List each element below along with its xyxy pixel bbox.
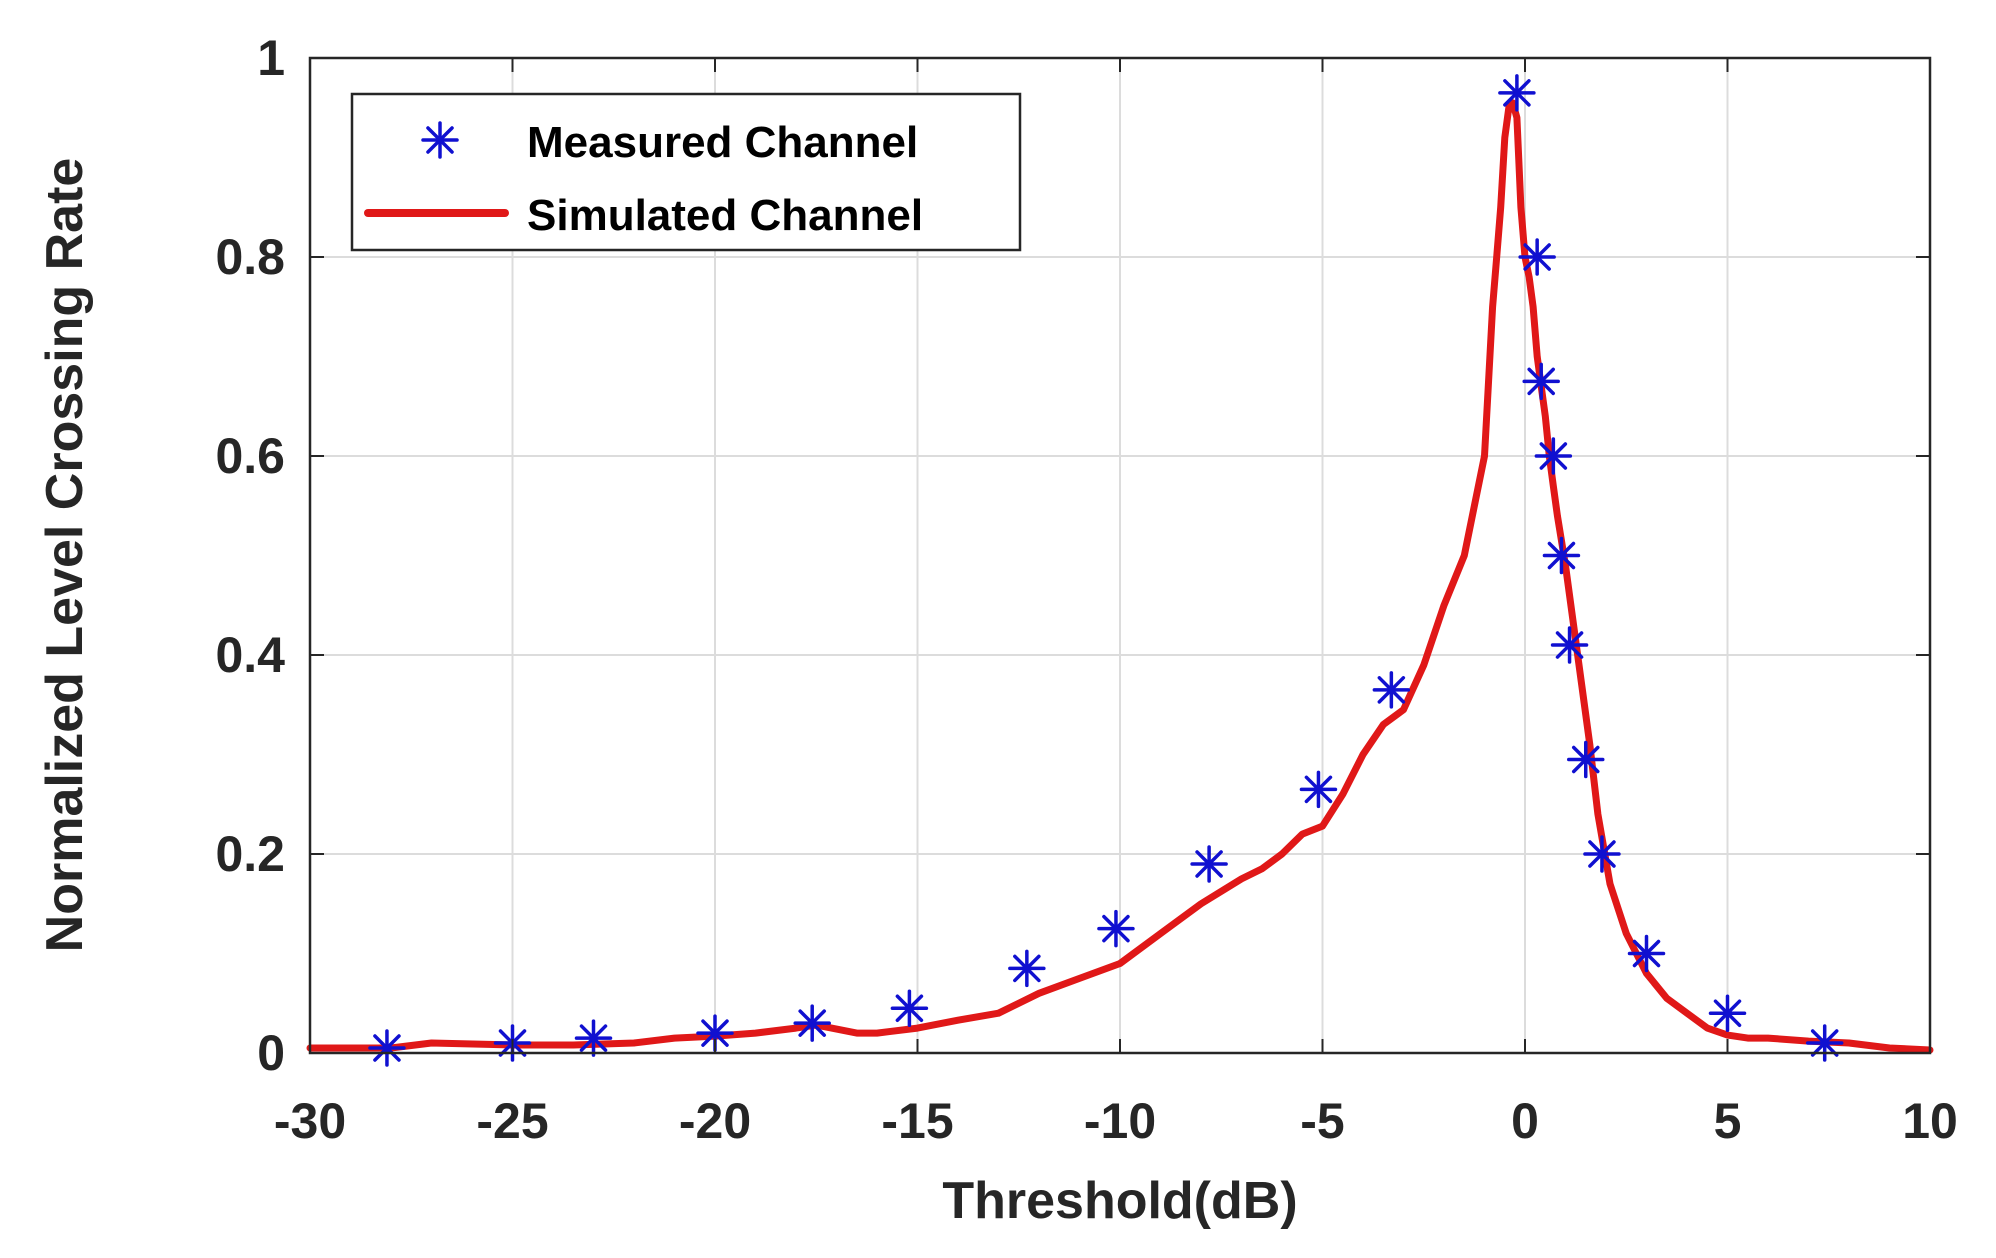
measured-channel-point xyxy=(1097,909,1135,948)
y-tick-label: 0 xyxy=(257,1025,285,1081)
plot-area xyxy=(306,74,1934,1067)
y-tick-label: 1 xyxy=(257,30,285,86)
y-tick-label: 0.4 xyxy=(215,627,285,683)
measured-channel-point xyxy=(1583,835,1621,873)
y-tick-label: 0.8 xyxy=(215,229,285,285)
measured-channel-point xyxy=(1805,1024,1844,1062)
x-tick-label: -5 xyxy=(1300,1093,1344,1149)
y-axis-label: Normalized Level Crossing Rate xyxy=(36,158,94,953)
ticks xyxy=(309,57,1931,1054)
measured-channel-point xyxy=(1567,740,1605,779)
measured-channel-point xyxy=(1372,671,1411,709)
legend-measured-marker xyxy=(421,121,459,159)
x-tick-label: -30 xyxy=(274,1093,346,1149)
measured-channel-point xyxy=(1534,437,1573,475)
measured-channel-point xyxy=(1627,934,1666,973)
x-tick-label: 5 xyxy=(1714,1093,1742,1149)
measured-channel-point xyxy=(1542,536,1581,575)
y-tick-label: 0.2 xyxy=(215,826,285,882)
measured-channel-point xyxy=(1190,845,1228,883)
measured-channel-point xyxy=(1550,626,1589,664)
measured-channel-point xyxy=(574,1019,613,1057)
y-tick-label: 0.6 xyxy=(215,428,285,484)
legend-box xyxy=(350,92,1022,252)
x-tick-label: -10 xyxy=(1084,1093,1156,1149)
x-tick-label: -20 xyxy=(679,1093,751,1149)
legend-simulated-label: Simulated Channel xyxy=(527,191,923,240)
measured-channel-point xyxy=(1708,994,1747,1032)
x-tick-label: 0 xyxy=(1511,1093,1539,1149)
measured-channel-point xyxy=(1299,770,1338,809)
x-tick-label: -15 xyxy=(881,1093,953,1149)
x-tick-label: -25 xyxy=(476,1093,548,1149)
measured-channel-point xyxy=(1518,238,1556,276)
tick-labels: -30 -25 -20 -15 -10 -5 0 5 10 0 0.2 0.4 0.6 0.8 1 xyxy=(215,30,1957,1149)
measured-channel-point xyxy=(1522,362,1560,401)
x-tick-label: 10 xyxy=(1902,1093,1958,1149)
legend-asterisk-icon xyxy=(421,121,459,159)
measured-channel-point xyxy=(890,989,929,1027)
x-axis-label: Threshold(dB) xyxy=(942,1172,1297,1230)
measured-channel-point xyxy=(1008,949,1046,988)
measured-channel-point xyxy=(1498,74,1536,112)
measured-channel-point xyxy=(368,1029,406,1067)
measured-channel-point xyxy=(793,1004,831,1042)
legend: Measured Channel Simulated Channel xyxy=(350,92,1022,252)
legend-measured-label: Measured Channel xyxy=(527,118,918,167)
simulated-channel-line xyxy=(306,99,1934,1054)
